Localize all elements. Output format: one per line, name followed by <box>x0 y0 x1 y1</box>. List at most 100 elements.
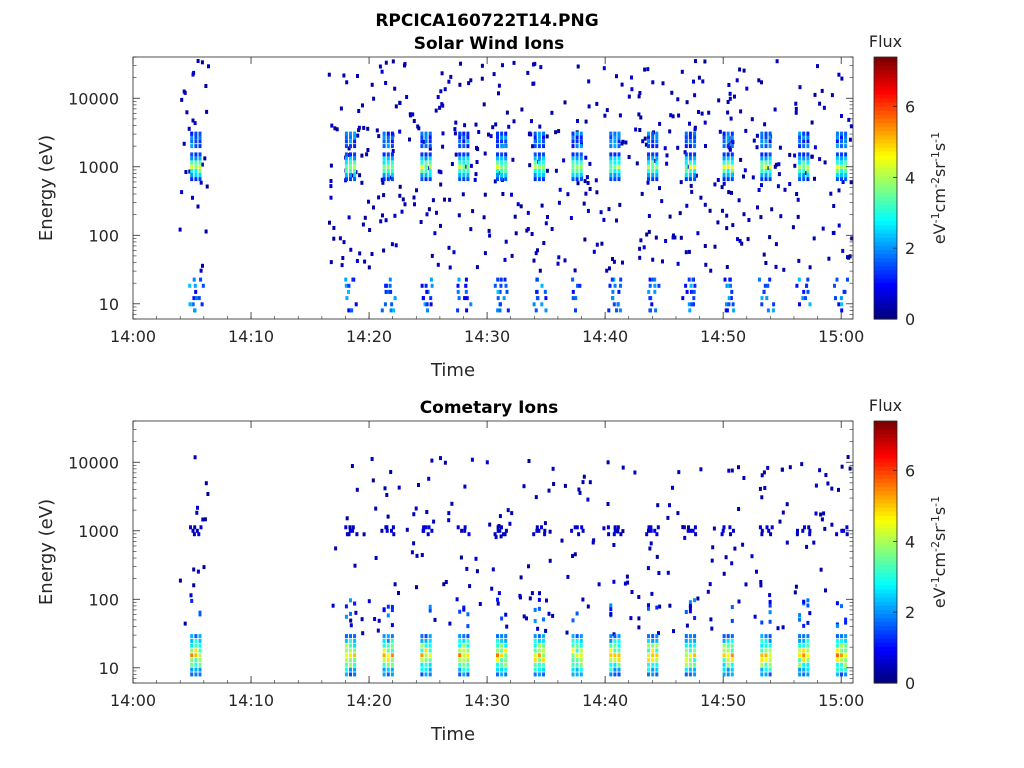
heatmap-cell <box>366 148 370 152</box>
heatmap-cell <box>496 164 499 169</box>
heatmap-cell <box>533 672 537 677</box>
colorbar-segment <box>874 670 897 676</box>
heatmap-cell <box>420 638 424 643</box>
heatmap-cell <box>571 648 575 653</box>
heatmap-cell <box>187 126 191 131</box>
heatmap-cell <box>766 283 770 288</box>
heatmap-cell <box>384 218 388 223</box>
heatmap-cell <box>722 131 726 136</box>
heatmap-cell <box>693 152 697 157</box>
heatmap-cell <box>349 139 352 144</box>
heatmap-cell <box>430 458 434 463</box>
heatmap-cell <box>704 262 708 267</box>
heatmap-cell <box>504 634 508 639</box>
heatmap-cell <box>700 111 704 116</box>
heatmap-cell <box>464 289 468 294</box>
heatmap-cell <box>443 460 447 465</box>
heatmap-cell <box>703 202 707 207</box>
heatmap-cell <box>686 528 690 533</box>
heatmap-cell <box>579 173 583 177</box>
colorbar-segment <box>874 527 897 533</box>
heatmap-cell <box>448 265 452 270</box>
heatmap-cell <box>458 168 462 173</box>
heatmap-cell <box>844 139 848 144</box>
colorbar-segment <box>874 506 897 512</box>
heatmap-cell <box>647 603 650 608</box>
heatmap-cell <box>414 506 418 511</box>
heatmap-cell <box>519 595 522 600</box>
heatmap-cell <box>722 643 726 648</box>
heatmap-cell <box>649 308 652 313</box>
heatmap-cell <box>382 608 386 613</box>
heatmap-cell <box>647 173 650 177</box>
heatmap-cell <box>701 79 705 84</box>
colorbar-segment <box>874 560 897 565</box>
heatmap-cell <box>199 525 203 530</box>
heatmap-cell <box>537 648 541 653</box>
heatmap-cell <box>647 289 651 294</box>
heatmap-cell <box>530 591 534 596</box>
heatmap-cell <box>728 146 732 151</box>
heatmap-cell <box>532 62 535 67</box>
heatmap-cell <box>462 135 466 140</box>
heatmap-cell <box>586 181 590 185</box>
heatmap-cell <box>415 553 419 558</box>
heatmap-cell <box>557 255 561 260</box>
heatmap-cell <box>462 658 466 663</box>
heatmap-cell <box>651 667 655 672</box>
heatmap-cell <box>768 173 772 177</box>
heatmap-cell <box>613 672 617 677</box>
heatmap-cell <box>764 173 768 177</box>
heatmap-cell <box>613 667 617 672</box>
heatmap-cell <box>443 87 447 92</box>
heatmap-cell <box>600 241 604 246</box>
heatmap-cell <box>196 204 200 209</box>
heatmap-cell <box>412 119 416 123</box>
heatmap-cell <box>537 653 541 658</box>
heatmap-cell <box>386 658 390 663</box>
heatmap-cell <box>764 144 768 149</box>
heatmap-cell <box>428 168 432 173</box>
heatmap-cell <box>764 177 768 182</box>
heatmap-cell <box>349 156 352 161</box>
heatmap-cell <box>542 672 545 677</box>
colorbar-segment <box>874 580 897 586</box>
heatmap-cell <box>808 611 812 616</box>
heatmap-cell <box>619 532 623 537</box>
heatmap-cell <box>669 113 673 118</box>
heatmap-cell <box>730 658 734 663</box>
heatmap-cell <box>575 173 579 177</box>
x-tick-label: 14:40 <box>582 327 628 346</box>
heatmap-cell <box>458 135 462 140</box>
heatmap-cell <box>389 470 393 474</box>
heatmap-cell <box>846 455 850 459</box>
heatmap-cell <box>649 541 653 546</box>
heatmap-cell <box>375 128 379 133</box>
heatmap-cell <box>571 173 575 177</box>
heatmap-cell <box>351 528 355 533</box>
heatmap-cell <box>390 139 394 144</box>
heatmap-cell <box>615 218 618 223</box>
heatmap-cell <box>363 215 367 220</box>
heatmap-cell <box>678 211 682 216</box>
heatmap-cell <box>428 667 432 672</box>
colorbar-label: eV-1cm-2sr-1s-1 <box>929 496 950 608</box>
heatmap-cell <box>502 532 505 537</box>
heatmap-cell <box>730 653 734 658</box>
heatmap-cell <box>504 152 508 157</box>
heatmap-cell <box>807 525 811 530</box>
heatmap-cell <box>612 277 616 282</box>
heatmap-cell <box>424 658 428 663</box>
heatmap-cell <box>730 173 734 177</box>
heatmap-cell <box>762 252 766 257</box>
heatmap-cell <box>722 152 726 157</box>
heatmap-cell <box>802 160 806 165</box>
heatmap-cell <box>651 643 655 648</box>
heatmap-cell <box>540 302 544 307</box>
heatmap-cell <box>696 596 700 601</box>
heatmap-cell <box>522 484 526 489</box>
heatmap-cell <box>583 179 587 184</box>
heatmap-cell <box>788 152 792 157</box>
heatmap-cell <box>655 177 659 182</box>
heatmap-cell <box>190 667 194 672</box>
